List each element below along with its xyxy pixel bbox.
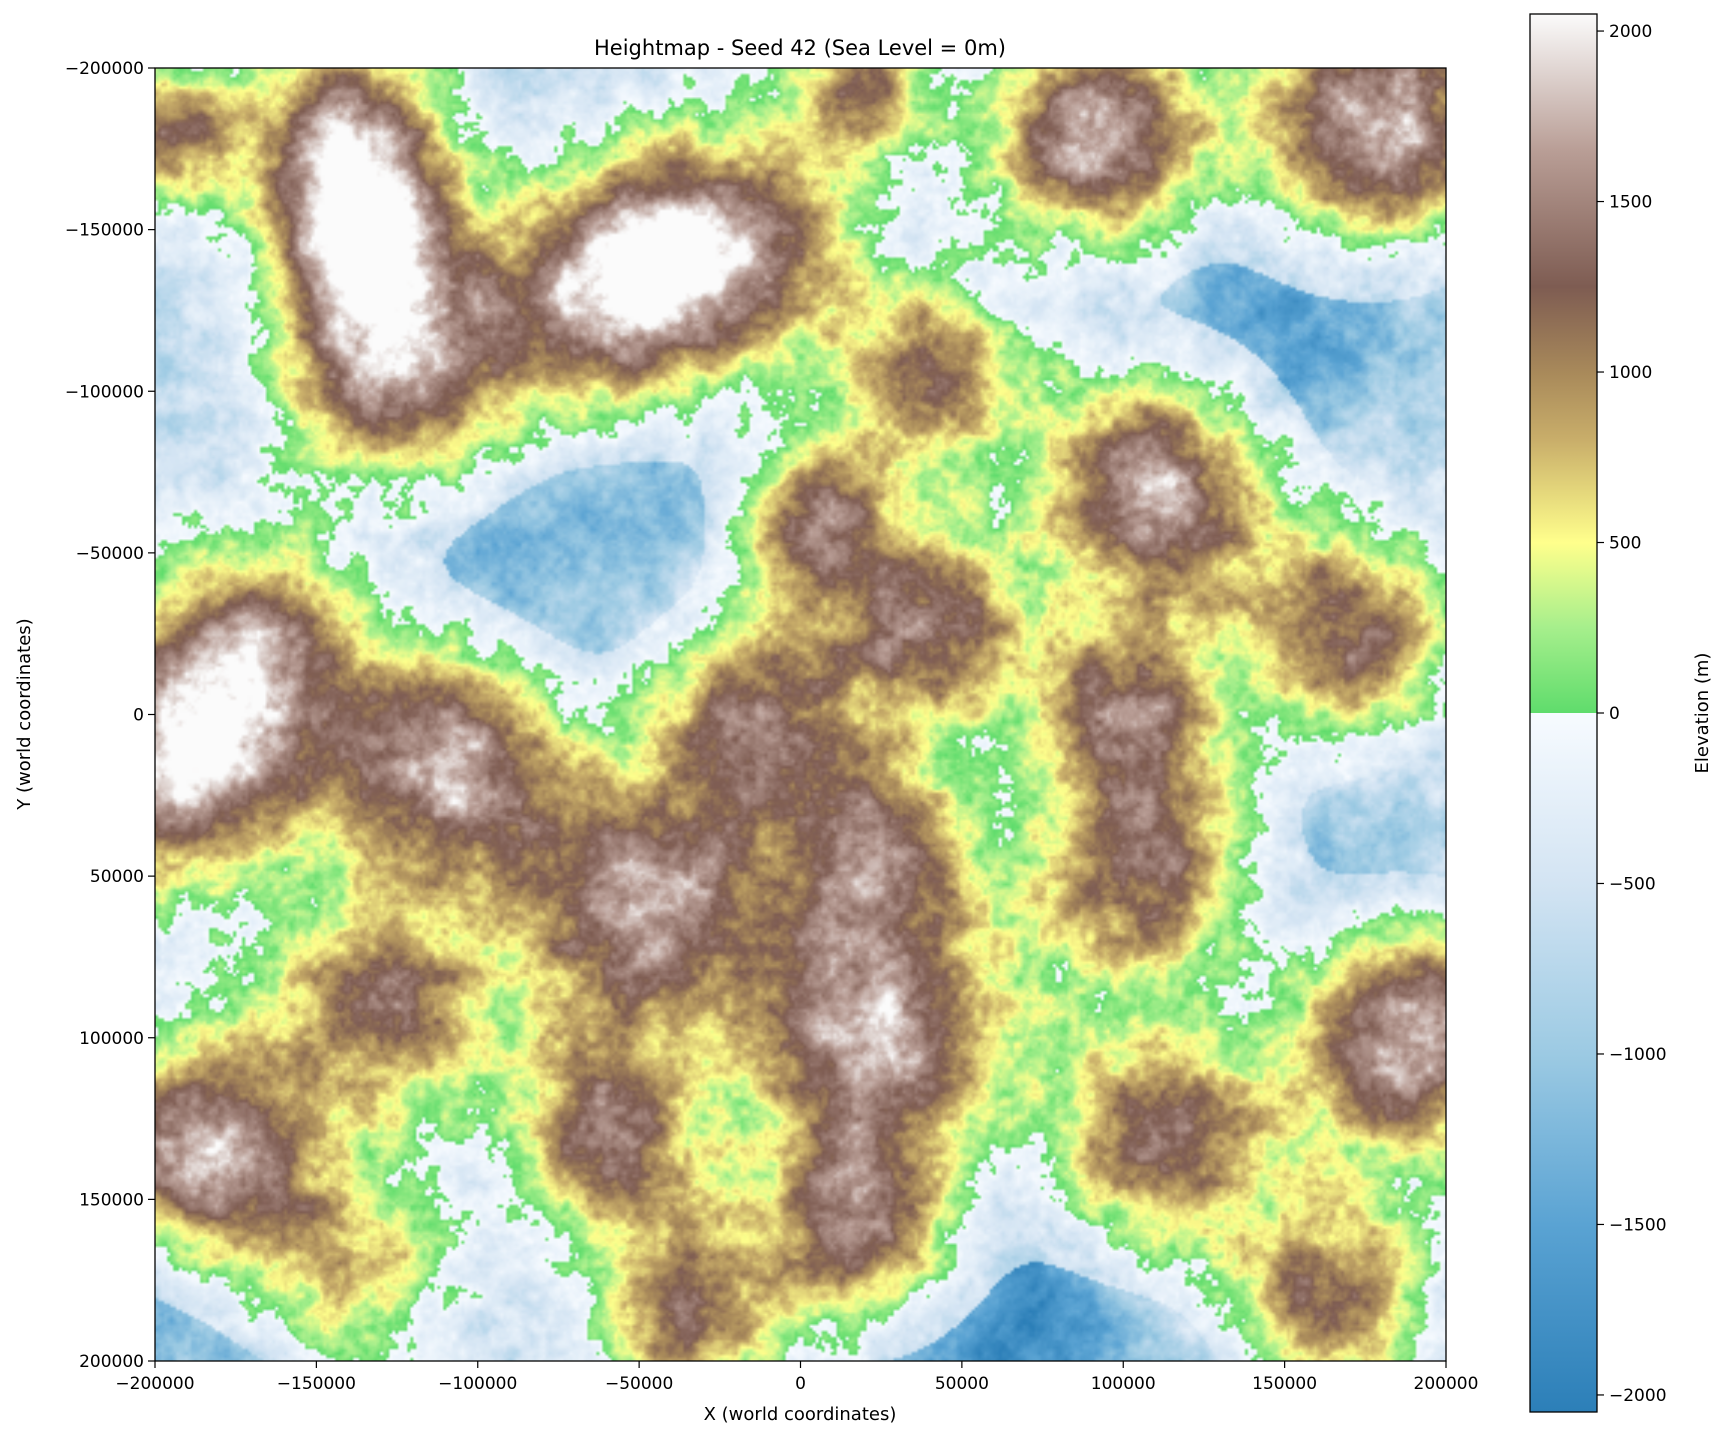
- colorbar-tick-label: 1500: [1609, 193, 1652, 213]
- y-tick-label: −200000: [65, 59, 144, 79]
- x-axis: −200000 −150000 −100000 −50000 0 50000 100000 1…: [115, 1361, 1478, 1394]
- colorbar-tick-label: −1000: [1609, 1045, 1667, 1065]
- y-tick-label: 50000: [90, 867, 144, 887]
- colorbar-ticks: 2000 1500 1000 500 0 −500 −1000 −1500 −2000: [1597, 22, 1667, 1406]
- colorbar-tick-label: 2000: [1609, 22, 1652, 42]
- y-axis-label: Y (world coordinates): [14, 618, 35, 810]
- chart-title: Heightmap - Seed 42 (Sea Level = 0m): [594, 36, 1006, 60]
- x-axis-label: X (world coordinates): [704, 1404, 897, 1425]
- colorbar-tick-label: 0: [1609, 704, 1620, 724]
- plot-area: [154, 67, 1447, 1362]
- colorbar-label: Elevation (m): [1692, 653, 1713, 774]
- colorbar-tick-label: −1500: [1609, 1215, 1667, 1235]
- y-tick-label: 100000: [79, 1029, 144, 1049]
- y-tick-label: 0: [133, 706, 144, 726]
- y-axis: −200000 −150000 −100000 −50000 0 50000 100000 1…: [65, 59, 155, 1372]
- x-tick-label: 0: [795, 1374, 806, 1394]
- y-tick-label: −50000: [76, 544, 144, 564]
- x-tick-label: −50000: [605, 1374, 673, 1394]
- colorbar-gradient: [1530, 14, 1597, 1412]
- x-tick-label: 150000: [1252, 1374, 1317, 1394]
- y-tick-label: 150000: [79, 1190, 144, 1210]
- x-tick-label: 100000: [1091, 1374, 1156, 1394]
- colorbar-tick-label: 1000: [1609, 363, 1652, 383]
- x-tick-label: −100000: [438, 1374, 517, 1394]
- x-tick-label: −200000: [115, 1374, 194, 1394]
- colorbar-tick-label: −2000: [1609, 1386, 1667, 1406]
- x-tick-label: −150000: [277, 1374, 356, 1394]
- colorbar: 2000 1500 1000 500 0 −500 −1000 −1500 −2000 Elev…: [1529, 13, 1713, 1413]
- colorbar-tick-label: 500: [1609, 534, 1641, 554]
- heatmap-image: [155, 68, 1446, 1361]
- colorbar-tick-label: −500: [1609, 874, 1656, 894]
- y-tick-label: −100000: [65, 382, 144, 402]
- x-tick-label: 50000: [935, 1374, 989, 1394]
- y-tick-label: 200000: [79, 1352, 144, 1372]
- x-tick-label: 200000: [1414, 1374, 1479, 1394]
- y-tick-label: −150000: [65, 221, 144, 241]
